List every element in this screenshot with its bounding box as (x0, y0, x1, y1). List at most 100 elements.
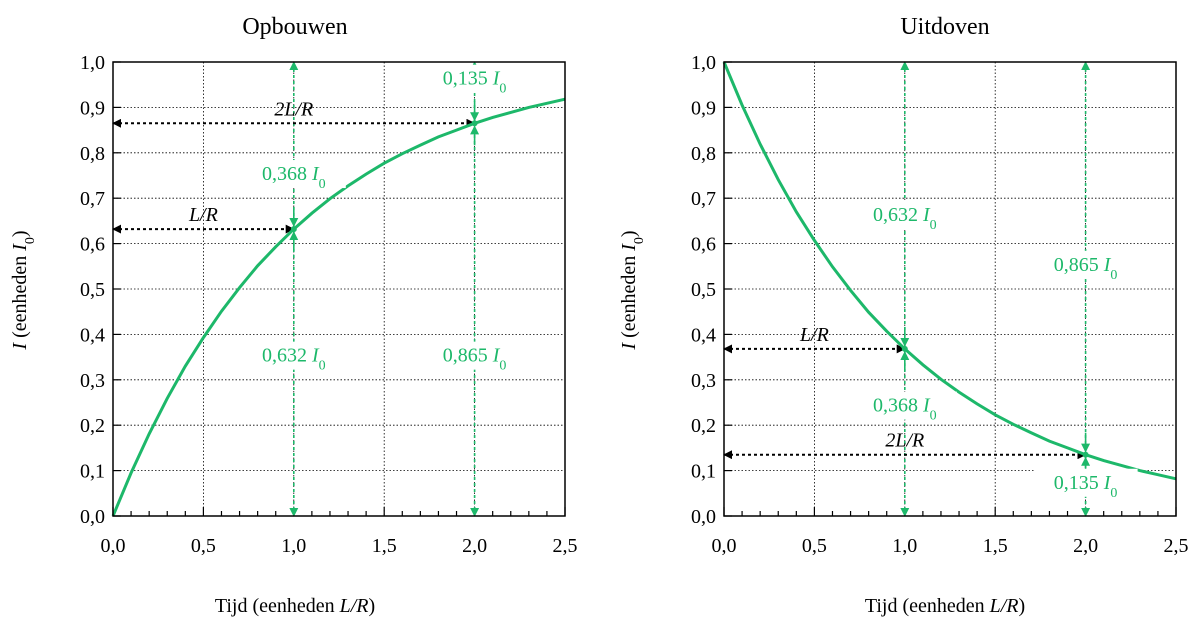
y-tick-label: 0,9 (80, 97, 105, 119)
y-tick-label: 0,2 (80, 415, 105, 437)
y-tick-label: 0,3 (80, 370, 105, 392)
time-constant-label: L/R (188, 204, 218, 226)
x-tick-label: 0,0 (101, 535, 126, 557)
grid (724, 62, 1176, 516)
x-tick-label: 1,0 (892, 535, 917, 557)
annotation-background (852, 200, 957, 229)
time-constant-label: 2L/R (885, 430, 924, 452)
y-tick-label: 0,7 (691, 188, 716, 210)
curve-marker (471, 120, 478, 127)
y-axis-label: I (eenheden I0) (618, 230, 647, 350)
x-tick-label: 2,0 (462, 535, 487, 557)
y-tick-label: 0,3 (691, 370, 716, 392)
x-axis-label-text: Tijd (eenheden (215, 595, 340, 617)
annotation-label: 0,632 I0 (873, 204, 937, 233)
y-tick-label: 0,6 (80, 234, 105, 256)
grid (113, 62, 565, 516)
annotation-background (241, 160, 346, 189)
y-tick-label: 0,1 (80, 461, 105, 483)
chart-title: Opbouwen (242, 14, 347, 40)
annotations: 0,632 I0 0,865 I0 0,368 I0 0,135 I0 (852, 200, 1138, 501)
y-tick-label: 0,5 (80, 279, 105, 301)
y-tick-labels: 0,0 0,1 0,2 0,3 0,4 0,5 0,6 0,7 0,8 0,9 1,0 (80, 52, 105, 528)
x-tick-label: 1,0 (281, 535, 306, 557)
annotation-background (1033, 250, 1138, 279)
y-axis-label: I (eenheden I0) (9, 230, 38, 350)
plot-area: 0,0 0,5 1,0 1,5 2,0 2,5 0,0 0,1 0,2 0,3 0,4 0,5 0,6 0… (80, 52, 578, 557)
chart-panel-uitdoven: Uitdoven 0,0 0,5 1,0 1,5 2,0 2,50,00,10,20,30… (618, 14, 1189, 617)
x-axis-label-text: Tijd (eenheden (865, 595, 990, 617)
y-axis-label-unit: I (618, 243, 640, 252)
annotation-background (852, 391, 957, 420)
y-axis-label-sub: 0 (23, 237, 38, 244)
annotation-label: 0,135 I0 (443, 68, 507, 97)
x-axis-label: Tijd (eenheden L/R) (865, 595, 1025, 617)
y-tick-labels: 0,0 0,1 0,2 0,3 0,4 0,5 0,6 0,7 0,8 0,9 1,0 (691, 52, 716, 528)
annotation-label: 0,368 I0 (873, 395, 937, 424)
x-tick-labels: 0,0 0,5 1,0 1,5 2,0 2,5 (712, 535, 1189, 557)
x-tick-label: 1,5 (983, 535, 1008, 557)
x-tick-label: 1,5 (372, 535, 397, 557)
y-axis-label-var: I (9, 342, 31, 351)
y-tick-label: 0,4 (80, 324, 105, 346)
curve-marker (290, 226, 297, 233)
y-axis-label-close: ) (9, 230, 31, 237)
y-ticks (113, 61, 121, 517)
annotation-label: 0,865 I0 (443, 345, 507, 374)
chart-panel-opbouwen: Opbouwen 0,0 0,5 1,0 1,5 2,0 2,50,00,10,20,30… (9, 14, 578, 617)
annotation-background (241, 341, 346, 370)
plot-area: 0,0 0,5 1,0 1,5 2,0 2,5 0,0 0,1 0,2 0,3 0,4 0,5 0,6 0… (691, 52, 1189, 557)
y-tick-label: 0,1 (691, 461, 716, 483)
time-constant-label: L/R (799, 324, 829, 346)
y-axis-label-text: (eenheden (9, 251, 31, 343)
annotation-label: 0,632 I0 (262, 345, 326, 374)
y-tick-label: 0,5 (691, 279, 716, 301)
x-axis-label-close: ) (1019, 595, 1026, 617)
y-ticks (724, 61, 732, 517)
x-tick-labels: 0,0 0,5 1,0 1,5 2,0 2,5 (101, 535, 578, 557)
x-minor-ticks (723, 507, 1177, 516)
y-axis-label-var: I (618, 342, 640, 351)
chart-title: Uitdoven (900, 14, 989, 40)
x-axis-label-unit: L/R (339, 595, 369, 617)
y-tick-label: 0,4 (691, 324, 716, 346)
y-tick-label: 1,0 (691, 52, 716, 74)
annotation-background (1033, 468, 1138, 497)
y-tick-label: 0,0 (80, 506, 105, 528)
y-tick-label: 0,8 (80, 143, 105, 165)
vertical-guides (900, 61, 1091, 517)
vertical-guides (289, 61, 480, 517)
y-tick-label: 0,0 (691, 506, 716, 528)
time-constant-label: 2L/R (274, 98, 313, 120)
annotation-background (422, 341, 527, 370)
x-axis-label-unit: L/R (989, 595, 1019, 617)
x-tick-label: 0,0 (712, 535, 737, 557)
current-curve (722, 61, 1177, 481)
x-tick-label: 2,0 (1073, 535, 1098, 557)
x-tick-label: 0,5 (191, 535, 216, 557)
y-tick-label: 0,8 (691, 143, 716, 165)
y-axis-label-close: ) (618, 230, 640, 237)
current-curve (111, 97, 566, 517)
y-tick-label: 0,6 (691, 234, 716, 256)
curve-marker (1082, 451, 1089, 458)
y-tick-label: 0,7 (80, 188, 105, 210)
curve-marker (901, 345, 908, 352)
plot-frame (723, 61, 1177, 517)
y-axis-label-sub: 0 (632, 237, 647, 244)
annotation-label: 0,135 I0 (1054, 472, 1118, 501)
y-axis-label-unit: I (9, 243, 31, 252)
y-axis-label-text: (eenheden (618, 251, 640, 343)
x-tick-label: 0,5 (802, 535, 827, 557)
x-tick-label: 2,5 (1164, 535, 1189, 557)
annotation-label: 0,865 I0 (1054, 254, 1118, 283)
horizontal-arrows: L/R 2L/R (723, 324, 1087, 460)
x-axis-label: Tijd (eenheden L/R) (215, 595, 375, 617)
x-tick-label: 2,5 (553, 535, 578, 557)
x-minor-ticks (112, 507, 566, 516)
y-tick-label: 0,2 (691, 415, 716, 437)
annotation-background (422, 64, 527, 93)
x-axis-label-close: ) (369, 595, 376, 617)
plot-frame (112, 61, 566, 517)
